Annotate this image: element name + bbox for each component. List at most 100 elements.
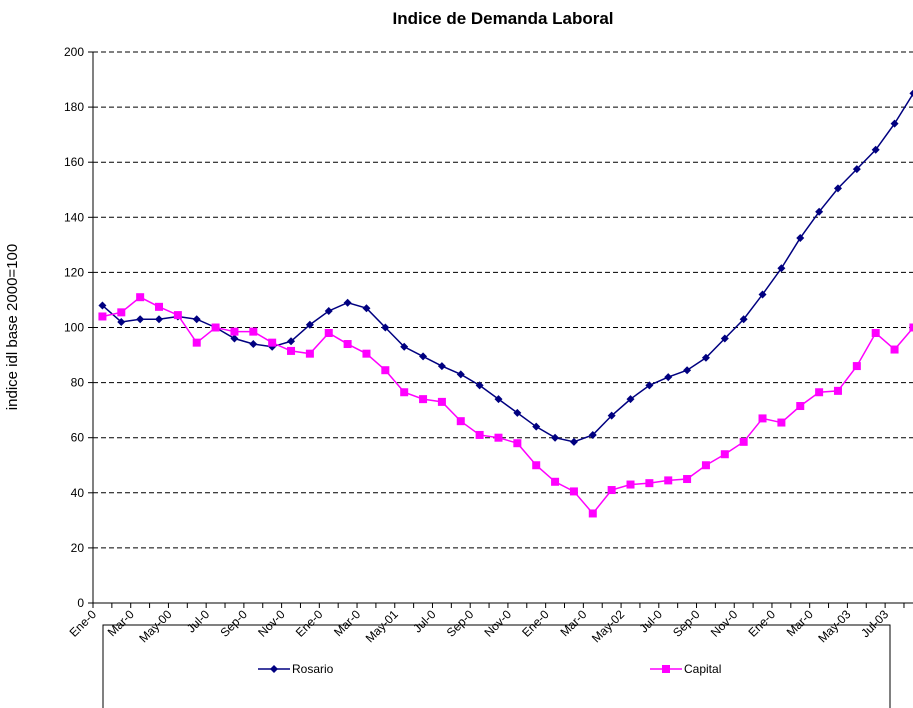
- data-point: [324, 329, 333, 338]
- y-tick-label: 180: [64, 100, 84, 114]
- data-point: [607, 486, 616, 495]
- y-axis-label: indice idl base 2000=100: [4, 244, 21, 410]
- data-point: [701, 353, 710, 362]
- data-point: [569, 437, 578, 446]
- legend-box: [102, 624, 891, 708]
- data-point: [607, 411, 616, 420]
- data-point: [475, 381, 484, 390]
- data-point: [98, 301, 107, 310]
- data-point: [645, 479, 654, 488]
- data-point: [230, 334, 239, 343]
- data-point: [551, 477, 560, 486]
- data-point: [815, 388, 824, 397]
- data-point: [852, 362, 861, 371]
- data-point: [720, 334, 729, 343]
- data-point: [551, 433, 560, 442]
- data-point: [588, 430, 597, 439]
- data-point: [324, 306, 333, 315]
- data-point: [381, 366, 390, 375]
- data-point: [777, 418, 786, 427]
- data-point: [136, 293, 145, 302]
- y-tick-label: 200: [64, 45, 84, 59]
- data-point: [494, 395, 503, 404]
- data-point: [173, 311, 182, 320]
- data-point: [249, 327, 258, 336]
- data-point: [211, 323, 220, 332]
- data-point: [664, 373, 673, 382]
- data-point: [287, 337, 296, 346]
- data-point: [362, 349, 371, 358]
- data-point: [890, 345, 899, 354]
- data-point: [739, 315, 748, 324]
- y-tick-label: 140: [64, 210, 84, 224]
- data-point: [305, 320, 314, 329]
- data-point: [777, 264, 786, 273]
- data-point: [343, 298, 352, 307]
- y-tick-label: 80: [71, 376, 85, 390]
- data-point: [456, 417, 465, 426]
- data-point: [98, 312, 107, 321]
- data-point: [437, 397, 446, 406]
- data-point: [249, 340, 258, 349]
- data-point: [758, 414, 767, 423]
- chart-title: Indice de Demanda Laboral: [392, 9, 613, 28]
- data-point: [664, 476, 673, 485]
- data-point: [796, 402, 805, 411]
- data-point: [230, 327, 239, 336]
- data-point: [419, 352, 428, 361]
- data-point: [569, 487, 578, 496]
- data-point: [456, 370, 465, 379]
- data-point: [381, 323, 390, 332]
- y-tick-label: 40: [71, 486, 85, 500]
- data-point: [909, 323, 913, 332]
- data-point: [852, 165, 861, 174]
- y-tick-label: 160: [64, 155, 84, 169]
- data-point: [532, 422, 541, 431]
- data-point: [513, 439, 522, 448]
- data-point: [833, 184, 842, 193]
- data-point: [362, 304, 371, 313]
- data-point: [192, 338, 201, 347]
- y-tick-label: 20: [71, 541, 85, 555]
- data-point: [155, 315, 164, 324]
- series-line: [101, 92, 913, 443]
- legend-marker: [270, 665, 278, 673]
- y-tick-label: 60: [71, 431, 85, 445]
- data-point: [871, 145, 880, 154]
- data-point: [683, 475, 692, 484]
- data-point: [833, 386, 842, 395]
- data-point: [400, 342, 409, 351]
- data-point: [701, 461, 710, 470]
- data-point: [192, 315, 201, 324]
- data-point: [683, 366, 692, 375]
- legend-label: Rosario: [292, 662, 334, 676]
- data-point: [909, 89, 913, 97]
- legend-marker: [662, 665, 670, 673]
- x-tick-label: Ene-0: [67, 607, 100, 640]
- data-point: [400, 388, 409, 397]
- data-point: [739, 437, 748, 446]
- data-point: [796, 233, 805, 242]
- y-tick-label: 100: [64, 321, 84, 335]
- data-point: [419, 395, 428, 404]
- data-point: [871, 329, 880, 338]
- data-point: [532, 461, 541, 470]
- data-point: [626, 480, 635, 489]
- data-point: [513, 408, 522, 417]
- y-tick-label: 0: [77, 596, 84, 610]
- data-point: [117, 308, 126, 317]
- data-point: [305, 349, 314, 358]
- data-point: [758, 290, 767, 299]
- data-point: [720, 450, 729, 459]
- y-tick-label: 120: [64, 265, 84, 279]
- data-point: [494, 433, 503, 442]
- data-point: [626, 395, 635, 404]
- data-point: [588, 509, 597, 518]
- data-point: [155, 302, 164, 311]
- data-point: [343, 340, 352, 349]
- data-point: [815, 207, 824, 216]
- data-point: [268, 338, 277, 347]
- data-point: [437, 362, 446, 371]
